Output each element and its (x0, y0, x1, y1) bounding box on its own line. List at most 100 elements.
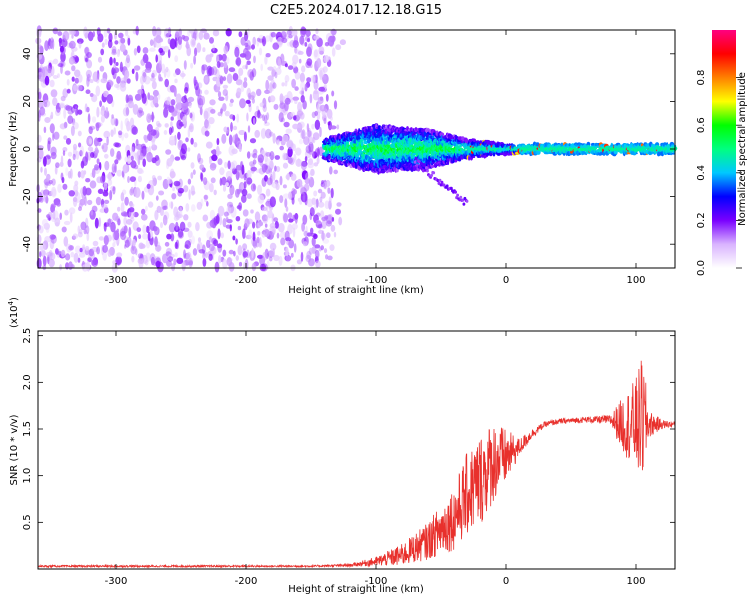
spectrogram-cell (185, 137, 189, 143)
spectrogram-cell (221, 53, 227, 62)
spectrogram-cell (262, 104, 267, 113)
spectrogram-cell (335, 208, 341, 215)
spectrogram-cell (167, 38, 171, 45)
spectrogram-cell (74, 77, 80, 84)
spectrogram-cell (73, 184, 79, 193)
spectrogram-cell (137, 109, 143, 118)
spectrogram-cell (44, 181, 52, 186)
spectrogram-cell (83, 170, 87, 175)
spectrogram-cell (220, 232, 224, 239)
spectrogram-cell (43, 156, 47, 167)
spectrogram-cell (235, 255, 239, 261)
spectrogram-cell (70, 52, 73, 61)
spectrogram-cell (220, 108, 223, 114)
spectrogram-cell (252, 117, 256, 125)
spectrogram-cell (236, 113, 240, 123)
spectrogram-cell (44, 167, 47, 176)
spectrogram-cell (252, 221, 256, 229)
spectrogram-cell (175, 93, 182, 105)
spectrogram-cell (52, 97, 58, 107)
spectrogram-cell (74, 69, 81, 78)
spectrogram-cell (414, 156, 418, 161)
spectrogram-cell (293, 115, 297, 121)
spectrogram-cell (228, 67, 236, 73)
spectrogram-cell (164, 241, 170, 247)
spectrogram-cell (308, 150, 314, 155)
spectrogram-cell (163, 107, 169, 118)
spectrogram-cell (325, 220, 332, 227)
spectrogram-cell (109, 190, 113, 201)
spectrogram-cell (79, 247, 83, 253)
spectrogram-cell (155, 260, 161, 268)
spectrogram-cell (155, 35, 162, 44)
spectrogram-cell (116, 83, 121, 90)
spectrogram-cell (217, 158, 223, 166)
spectrogram-cell (256, 88, 262, 97)
spectrogram-cell (68, 190, 76, 197)
spectrogram-cell (242, 251, 248, 258)
spectrogram-cell (271, 229, 276, 236)
spectrogram-cell (70, 106, 76, 113)
spectrogram-cell (49, 234, 56, 240)
spectrogram-cell (318, 86, 326, 92)
spectrogram-cell (222, 218, 227, 228)
spectrogram-cell (171, 125, 174, 133)
spectrogram-cell (265, 128, 272, 139)
spectrogram-cell (159, 76, 163, 82)
spectrogram-cell (47, 67, 52, 74)
spectrogram-cell (73, 84, 78, 92)
spectrogram-cell (288, 218, 294, 223)
spectrogram-cell (116, 150, 122, 160)
spectrogram-cell (155, 195, 159, 201)
spectrogram-cell (238, 31, 243, 38)
spectrogram-cell (269, 95, 276, 103)
spectrogram-cell (204, 119, 209, 129)
spectrogram-cell (152, 225, 158, 232)
spectrogram-cell (209, 99, 216, 106)
spectrogram-cell (37, 91, 42, 100)
spectrogram-cell (244, 218, 251, 228)
spectrogram-cell (315, 219, 322, 226)
spectrogram-cell (130, 203, 135, 208)
spectrogram-cell (176, 214, 184, 218)
spectrogram-cell (322, 57, 327, 63)
spectrogram-cell (291, 187, 296, 197)
spectrogram-cell (38, 225, 44, 234)
spectrogram-cell (44, 236, 51, 243)
spectrogram-cell (238, 67, 244, 76)
spectrogram-cell (320, 191, 326, 199)
spectrogram-cell (113, 127, 116, 135)
spectrogram-cell (54, 165, 58, 175)
spectrogram-cell (210, 246, 217, 255)
spectrogram-cell (202, 251, 206, 260)
spectrogram-cell (324, 200, 330, 209)
spectrogram-cell (242, 243, 248, 251)
spectrogram-cell (222, 258, 228, 270)
spectrogram-cell (256, 236, 260, 244)
spectrogram-cell (145, 205, 148, 212)
spectrogram-cell (264, 158, 271, 166)
spectrogram-cell (231, 148, 238, 155)
snr-y-ticks: 0.51.01.52.02.5 (22, 328, 675, 530)
spectrogram-cell (193, 142, 198, 148)
spectrogram-cell (300, 251, 304, 262)
spectrogram-cell (222, 76, 227, 82)
spectrogram-cell (235, 216, 241, 222)
spectrogram-cell (200, 95, 206, 106)
spectrogram-cell (78, 206, 82, 212)
spectrogram-cell (294, 86, 299, 91)
spectrogram-cell (235, 170, 240, 181)
spectrogram-cell (64, 104, 70, 111)
spectrogram-cell (284, 80, 288, 87)
spectrogram-cell (187, 178, 192, 185)
y-tick-label: 0.5 (22, 514, 33, 530)
spectrogram-cell (245, 234, 252, 240)
spectrogram-cell (101, 42, 105, 48)
spectrogram-cell (203, 110, 209, 121)
spectrogram-cell (235, 79, 243, 86)
spectrogram-cell (62, 88, 68, 98)
y-tick-label: 20 (22, 95, 33, 108)
spectrogram-cell (190, 137, 194, 145)
spectrogram-cell (181, 70, 185, 80)
spectrogram-cell (241, 194, 247, 203)
